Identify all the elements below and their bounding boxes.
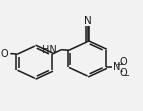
Text: O: O: [120, 57, 128, 67]
Text: O: O: [120, 68, 128, 78]
Text: N: N: [113, 62, 120, 72]
Text: O: O: [1, 49, 8, 59]
Text: +: +: [116, 62, 122, 68]
Text: −: −: [123, 71, 129, 80]
Text: HN: HN: [42, 45, 57, 55]
Text: N: N: [84, 16, 91, 26]
